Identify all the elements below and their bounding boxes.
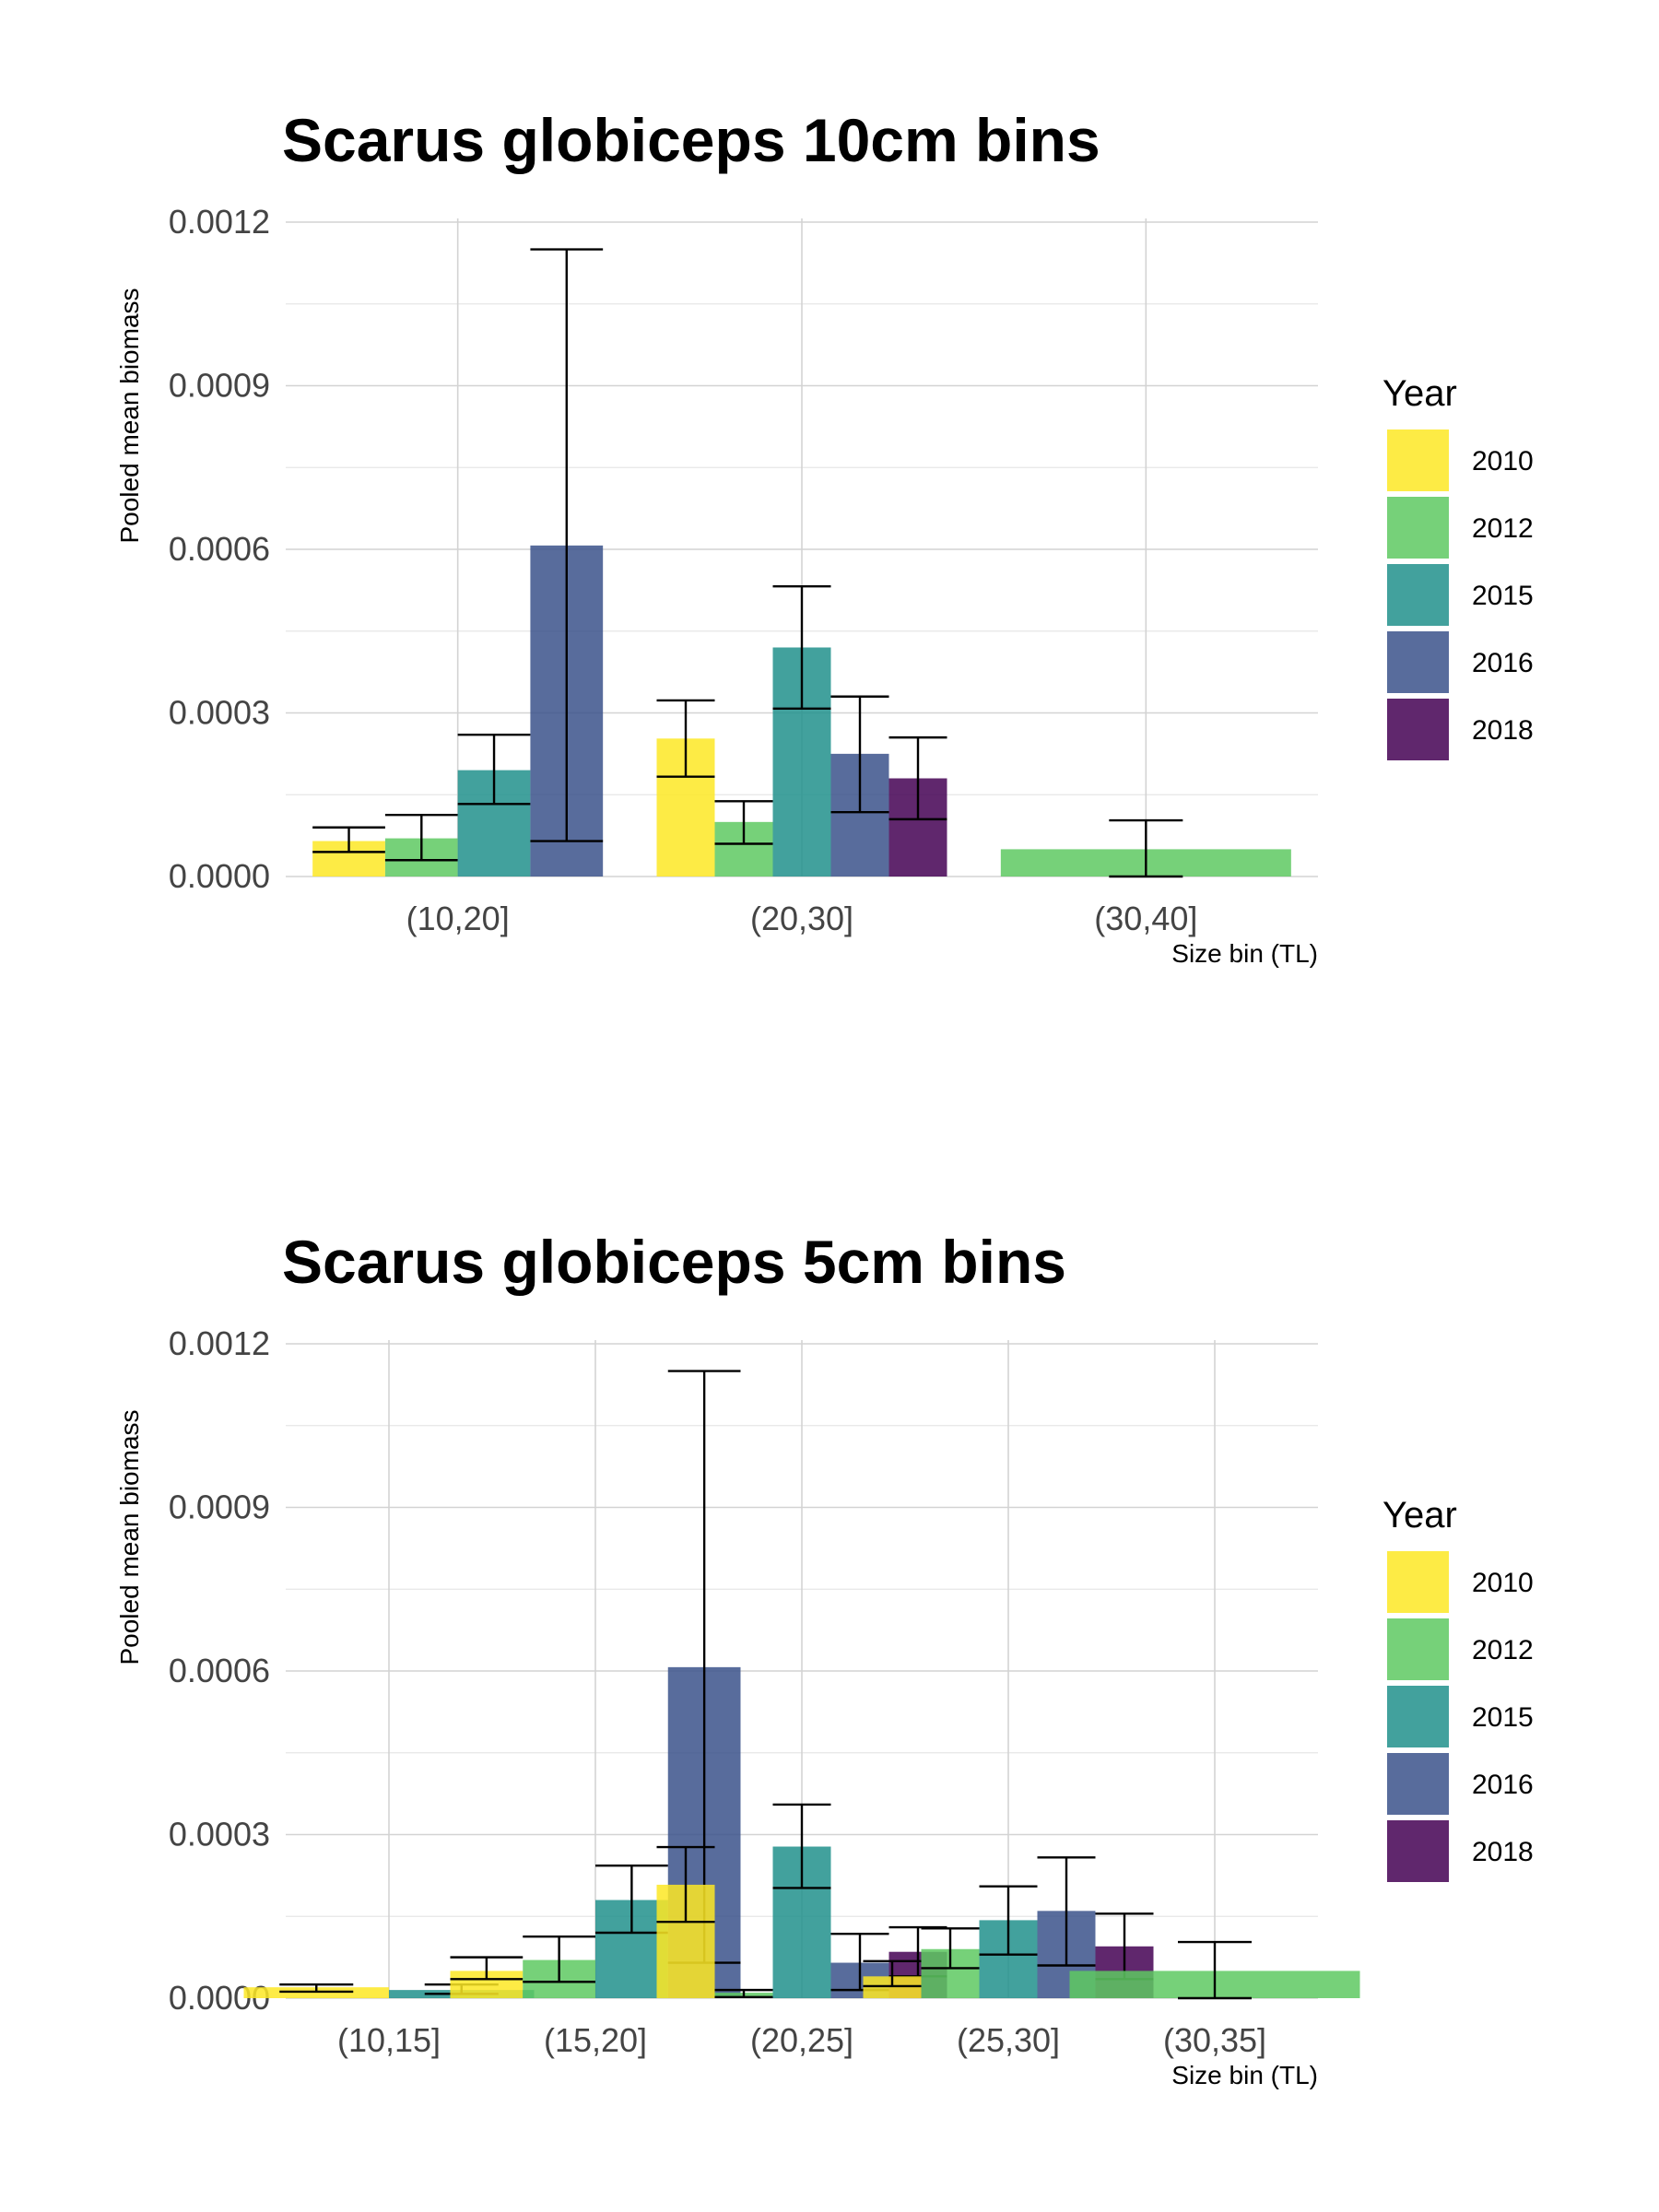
- x-tick-label: (30,40]: [1094, 900, 1197, 937]
- legend-key-2016: [1387, 1753, 1449, 1815]
- legend-key-2012: [1387, 497, 1449, 559]
- legend-label: 2015: [1472, 581, 1534, 611]
- legend-label: 2012: [1472, 1635, 1534, 1665]
- legend-label: 2010: [1472, 446, 1534, 477]
- chart-panel-5cm: Scarus globiceps 5cm bins0.00000.00030.0…: [115, 1228, 1534, 2089]
- legend-key-2010: [1387, 429, 1449, 491]
- x-axis-label: Size bin (TL): [1171, 2061, 1318, 2089]
- legend-title: Year: [1382, 1495, 1457, 1535]
- x-tick-label: (10,20]: [406, 900, 510, 937]
- chart-title: Scarus globiceps 5cm bins: [282, 1228, 1066, 1296]
- chart-title: Scarus globiceps 10cm bins: [282, 106, 1100, 174]
- y-axis-label: Pooled mean biomass: [115, 1409, 144, 1665]
- x-tick-label: (20,25]: [750, 2021, 853, 2059]
- legend-key-2010: [1387, 1551, 1449, 1613]
- y-tick-label: 0.0009: [169, 1488, 270, 1526]
- legend-title: Year: [1382, 373, 1457, 414]
- legend-label: 2018: [1472, 1837, 1534, 1867]
- y-tick-label: 0.0003: [169, 694, 270, 732]
- y-tick-label: 0.0012: [169, 1324, 270, 1362]
- y-tick-label: 0.0000: [169, 857, 270, 895]
- legend-label: 2010: [1472, 1568, 1534, 1598]
- legend-key-2018: [1387, 699, 1449, 760]
- legend-key-2018: [1387, 1820, 1449, 1882]
- x-tick-label: (10,15]: [337, 2021, 441, 2059]
- y-tick-label: 0.0012: [169, 203, 270, 241]
- legend-key-2015: [1387, 564, 1449, 626]
- x-axis-label: Size bin (TL): [1171, 939, 1318, 968]
- legend-label: 2016: [1472, 1770, 1534, 1800]
- legend-label: 2016: [1472, 648, 1534, 678]
- legend-key-2015: [1387, 1686, 1449, 1747]
- legend-label: 2015: [1472, 1702, 1534, 1733]
- x-tick-label: (15,20]: [544, 2021, 647, 2059]
- y-axis-label: Pooled mean biomass: [115, 288, 144, 543]
- x-tick-label: (20,30]: [750, 900, 853, 937]
- legend-label: 2012: [1472, 513, 1534, 544]
- legend-key-2016: [1387, 631, 1449, 693]
- y-tick-label: 0.0003: [169, 1816, 270, 1853]
- y-tick-label: 0.0006: [169, 530, 270, 568]
- chart-panel-10cm: Scarus globiceps 10cm bins 0.0000 0.0003 0.…: [115, 106, 1534, 968]
- legend-label: 2018: [1472, 715, 1534, 746]
- y-tick-label: 0.0009: [169, 367, 270, 405]
- x-tick-label: (25,30]: [957, 2021, 1060, 2059]
- x-tick-label: (30,35]: [1163, 2021, 1266, 2059]
- legend-key-2012: [1387, 1618, 1449, 1680]
- y-tick-label: 0.0006: [169, 1652, 270, 1689]
